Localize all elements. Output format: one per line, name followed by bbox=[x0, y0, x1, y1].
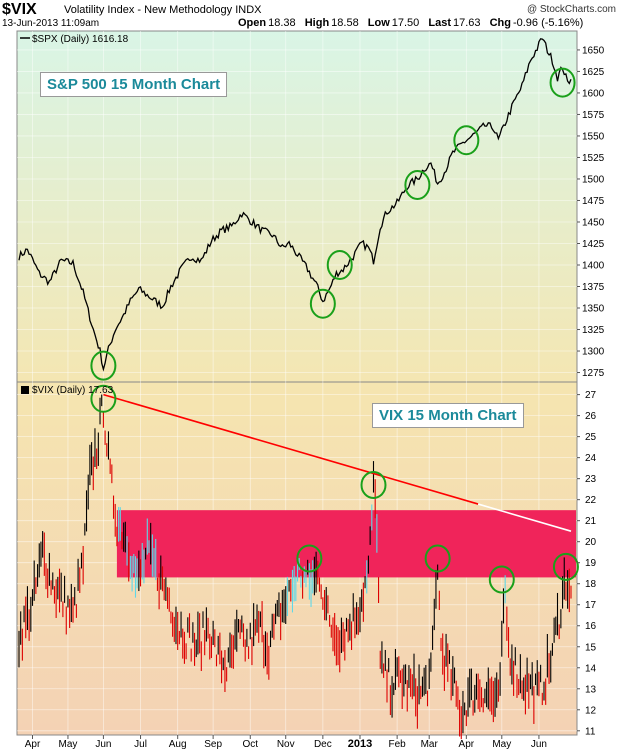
spx-y-tick: 1475 bbox=[582, 196, 605, 207]
chg-label: Chg bbox=[489, 17, 511, 29]
x-tick: 2013 bbox=[348, 738, 372, 750]
exchange: INDX bbox=[235, 4, 262, 16]
spx-y-tick: 1650 bbox=[582, 45, 605, 56]
vix-y-tick: 11 bbox=[585, 726, 596, 737]
x-tick: Jul bbox=[134, 739, 147, 750]
spx-bottom-circle bbox=[309, 288, 336, 319]
spx-y-tick: 1525 bbox=[582, 153, 605, 164]
vix-y-tick: 21 bbox=[585, 516, 597, 527]
high-label: High bbox=[304, 17, 330, 29]
timestamp: 13-Jun-2013 11:09am bbox=[2, 18, 100, 29]
spx-annotation: S&P 500 15 Month Chart bbox=[40, 72, 228, 97]
x-tick: Aug bbox=[169, 739, 187, 750]
vix-y-tick: 15 bbox=[585, 642, 597, 653]
vix-spike-circle bbox=[90, 384, 117, 413]
spx-bottom-circle bbox=[404, 169, 431, 200]
spx-grid bbox=[17, 31, 577, 735]
spx-bottom-circle bbox=[549, 67, 576, 98]
vix-bars bbox=[18, 394, 572, 740]
vix-y-tick: 20 bbox=[585, 537, 597, 548]
last-value: 17.63 bbox=[452, 17, 481, 29]
x-tick: Mar bbox=[421, 739, 439, 750]
spx-y-tick: 1450 bbox=[582, 217, 605, 228]
vix-y-tick: 23 bbox=[585, 474, 597, 485]
x-tick: Apr bbox=[459, 739, 475, 750]
x-tick: Oct bbox=[242, 739, 258, 750]
spx-y-tick: 1350 bbox=[582, 304, 605, 315]
vix-annotation: VIX 15 Month Chart bbox=[372, 403, 524, 428]
vix-y-tick: 12 bbox=[585, 705, 597, 716]
spx-y-tick: 1425 bbox=[582, 239, 605, 250]
spx-bottom-circle bbox=[453, 125, 480, 156]
bottom-circles bbox=[90, 67, 579, 594]
quote-line: Open 18.38 High 18.58 Low 17.50 Last 17.63 C… bbox=[232, 17, 583, 29]
vix-y-tick: 25 bbox=[585, 432, 597, 443]
vix-y-tick: 22 bbox=[585, 495, 597, 506]
x-tick: Nov bbox=[277, 739, 295, 750]
spx-y-tick: 1325 bbox=[582, 325, 605, 336]
open-value: 18.38 bbox=[268, 17, 296, 29]
vix-spike-circle bbox=[552, 552, 579, 581]
x-tick: Feb bbox=[389, 739, 407, 750]
trendline-extension bbox=[477, 503, 572, 532]
vix-y-tick: 13 bbox=[585, 684, 597, 695]
vix-y-tick: 24 bbox=[585, 453, 597, 464]
instrument-name: Volatility Index - New Methodology INDX bbox=[64, 4, 262, 16]
high-value: 18.58 bbox=[331, 17, 359, 29]
spx-y-tick: 1500 bbox=[582, 174, 605, 185]
chg-value: -0.96 (-5.16%) bbox=[512, 17, 584, 29]
vix-y-tick: 14 bbox=[585, 663, 597, 674]
vix-y-tick: 17 bbox=[585, 600, 597, 611]
vix-y-tick: 26 bbox=[585, 411, 597, 422]
spx-line bbox=[18, 38, 572, 372]
low-value: 17.50 bbox=[391, 17, 420, 29]
last-label: Last bbox=[428, 17, 451, 29]
low-label: Low bbox=[367, 17, 390, 29]
x-tick: Apr bbox=[25, 739, 41, 750]
vix-legend-swatch bbox=[21, 386, 29, 394]
x-tick: Jun bbox=[95, 739, 111, 750]
spx-y-tick: 1600 bbox=[582, 88, 605, 99]
spx-y-tick: 1375 bbox=[582, 282, 605, 293]
open-label: Open bbox=[238, 17, 267, 29]
spx-y-tick: 1400 bbox=[582, 261, 605, 272]
vix-y-tick: 19 bbox=[585, 558, 597, 569]
vix-spike-circle bbox=[296, 544, 323, 573]
x-tick: Sep bbox=[204, 739, 222, 750]
vix-y-tick: 16 bbox=[585, 621, 597, 632]
spx-y-tick: 1550 bbox=[582, 131, 605, 142]
vix-y-tick: 18 bbox=[585, 579, 597, 590]
spx-y-axis: 1275 1300 1325 1350 1375 1400 1425 1450 1475 1500… bbox=[577, 45, 605, 379]
spx-y-tick: 1625 bbox=[582, 67, 605, 78]
vix-legend: $VIX (Daily) 17.63 bbox=[32, 385, 114, 396]
chart-header: $VIX Volatility Index - New Methodology … bbox=[0, 0, 620, 32]
trendline bbox=[103, 393, 479, 505]
vix-spike-circle bbox=[424, 544, 451, 573]
vix-spike-circle bbox=[488, 565, 515, 594]
x-axis: Apr May Jun Jul Aug Sep Oct Nov Dec 2013 Feb Mar Apr… bbox=[25, 735, 547, 750]
x-tick: May bbox=[492, 739, 511, 750]
spx-y-tick: 1275 bbox=[582, 368, 605, 379]
watermark: @ StockCharts.com bbox=[526, 4, 616, 15]
vix-y-axis: 11 12 13 14 15 16 17 18 19 20 21 22 23 24 25 26 27 bbox=[577, 390, 597, 737]
spx-bottom-circle bbox=[326, 250, 353, 280]
symbol: $VIX bbox=[2, 1, 37, 18]
spx-bottom-circle bbox=[90, 350, 117, 381]
vix-spike-circle bbox=[360, 470, 387, 499]
spx-y-tick: 1575 bbox=[582, 110, 605, 121]
x-tick: Jun bbox=[531, 739, 547, 750]
x-tick: May bbox=[59, 739, 78, 750]
spx-legend: $SPX (Daily) 1616.18 bbox=[32, 34, 129, 45]
spx-y-tick: 1300 bbox=[582, 347, 605, 358]
vix-y-tick: 27 bbox=[585, 390, 597, 401]
x-tick: Dec bbox=[314, 739, 332, 750]
instrument-title: Volatility Index - New Methodology bbox=[64, 4, 233, 16]
